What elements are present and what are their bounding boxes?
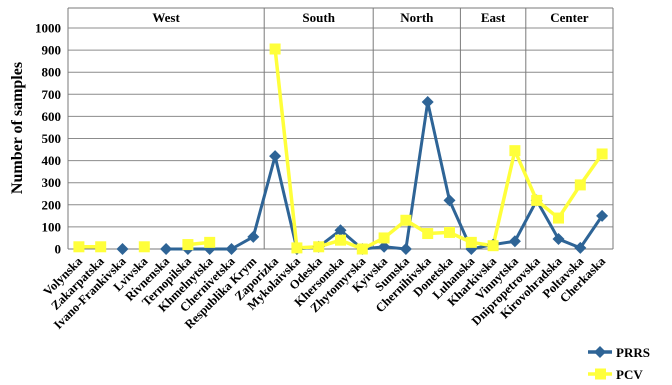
prrs-point: [247, 230, 260, 243]
legend-pcv-label: PCV: [616, 367, 643, 382]
pcv-point: [335, 234, 346, 246]
pcv-point: [182, 239, 194, 251]
prrs-point: [225, 243, 238, 255]
prrs-point: [552, 233, 565, 246]
region-label-north: North: [400, 10, 434, 25]
prrs-point: [508, 235, 521, 248]
y-tick-label: 0: [55, 242, 62, 257]
region-label-south: South: [302, 10, 335, 25]
y-tick-label: 300: [42, 175, 62, 190]
prrs-point: [574, 241, 587, 254]
prrs-point: [378, 240, 391, 253]
pcv-point: [269, 43, 281, 55]
y-tick-label: 800: [42, 65, 62, 80]
y-tick-label: 900: [42, 43, 62, 58]
region-label-west: West: [152, 10, 180, 25]
pcv-point: [465, 236, 477, 248]
pcv-point: [444, 226, 455, 238]
prrs-point: [399, 243, 412, 255]
pcv-point: [553, 212, 564, 224]
pcv-point: [313, 241, 325, 253]
pcv-point: [531, 194, 543, 206]
pcv-point: [204, 236, 216, 248]
y-tick-label: 200: [42, 197, 62, 212]
pcv-point: [422, 228, 434, 240]
pcv-series-line: [273, 48, 604, 251]
y-tick-label: 400: [42, 153, 62, 168]
pcv-point: [400, 214, 412, 226]
prrs-point: [334, 224, 347, 237]
prrs-point: [421, 96, 434, 109]
y-tick-label: 600: [42, 109, 62, 124]
pcv-point: [291, 242, 303, 254]
pcv-point: [95, 241, 107, 253]
y-tick-label: 1000: [35, 21, 61, 36]
pcv-point: [73, 241, 85, 253]
y-tick-label: 100: [42, 219, 62, 234]
pcv-point: [596, 148, 608, 160]
prrs-point: [596, 209, 609, 222]
y-tick-label: 700: [42, 87, 62, 102]
pcv-point: [356, 243, 368, 255]
pcv-point: [138, 241, 150, 253]
legend-pcv-marker: [595, 368, 606, 380]
region-label-east: East: [481, 10, 506, 25]
prrs-point: [269, 150, 282, 163]
prrs-point: [443, 194, 456, 207]
region-label-center: Center: [550, 10, 588, 25]
pcv-point: [378, 232, 390, 244]
pcv-point: [487, 240, 499, 252]
prrs-point: [160, 243, 173, 255]
legend-prrs-label: PRRS: [616, 345, 650, 360]
legend-prrs-marker: [594, 346, 606, 358]
prrs-point: [116, 243, 129, 255]
y-axis-title: Number of samples: [9, 62, 26, 194]
y-tick-label: 500: [42, 131, 62, 146]
pcv-point: [574, 179, 586, 191]
pcv-point: [509, 145, 521, 157]
